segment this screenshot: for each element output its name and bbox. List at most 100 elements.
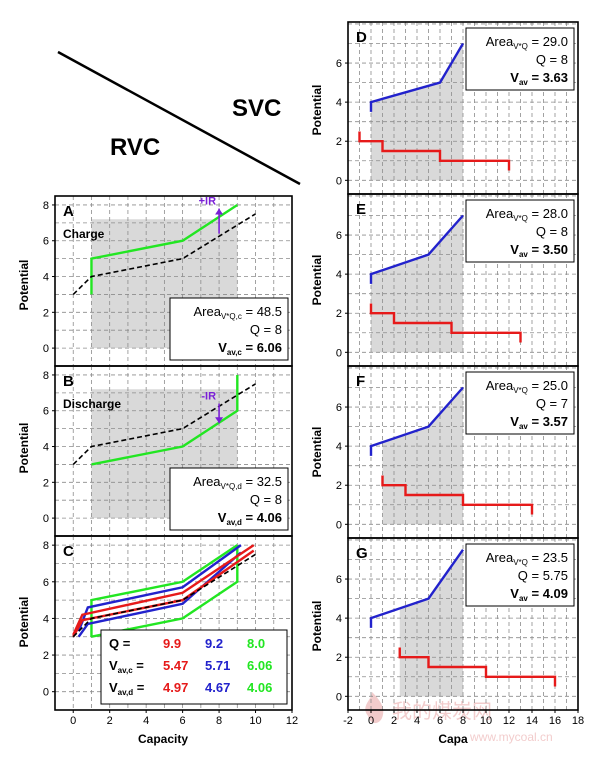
table-cell: 8.0 (247, 636, 265, 651)
x-tick-label: 12 (286, 715, 298, 727)
x-tick-label: 8 (460, 715, 466, 727)
x-tick-label: 18 (572, 715, 584, 727)
y-tick-label: 4 (336, 613, 342, 625)
y-tick-label: 4 (336, 97, 342, 109)
x-tick-label: 10 (249, 715, 261, 727)
panel-a: 0 2 4 6 8 A Charge +IR AreaV*Q,c = 48.5Q = 8 Vav,… (43, 195, 293, 367)
x-tick-label: 0 (70, 715, 76, 727)
x-tick-label: 0 (368, 715, 374, 727)
panel-letter-d: D (356, 29, 367, 46)
y-tick-label: 4 (43, 272, 49, 284)
series-red-line (398, 647, 557, 687)
series-blue-line (369, 42, 465, 112)
summary-table (100, 629, 288, 705)
x-tick-label: 2 (107, 715, 113, 727)
shade-region (399, 549, 463, 697)
y-tick-label: 6 (336, 574, 342, 586)
vav-label: Vav = 3.57 (510, 414, 568, 431)
x-tick-label: 6 (437, 715, 443, 727)
table-cell: 9.9 (163, 636, 181, 651)
x-tick-label: 16 (549, 715, 561, 727)
series-green-line (91, 374, 239, 466)
table-cell: 6.06 (247, 658, 272, 673)
panel-b: 0 2 4 6 8 B Discharge -IR AreaV*Q,d = 32.5Q = 8 V… (43, 365, 293, 537)
watermark-url: www.mycoal.cn (469, 730, 553, 744)
vav-label: Vav = 3.50 (510, 242, 568, 259)
y-tick-label: 2 (336, 308, 342, 320)
ir-arrowhead-icon (215, 208, 224, 215)
series-blue-line (369, 549, 464, 628)
y-tick-label: 2 (336, 652, 342, 664)
y-tick-label: 2 (43, 650, 49, 662)
y-tick-label: 0 (43, 687, 49, 699)
area-label: AreaV*Q = 28.0 (486, 206, 568, 223)
y-tick-label: 6 (336, 58, 342, 70)
ir-label: -IR (201, 391, 216, 403)
y-tick-label: 2 (43, 477, 49, 489)
y-tick-label: 2 (336, 480, 342, 492)
x-tick-label: 12 (503, 715, 515, 727)
vav-label: Vav = 4.09 (510, 586, 568, 603)
panel-c: 0 2 4 6 8 C Q = Vav,c = Vav,d = 9.9 5.47 4.97 9.2 5.7… (43, 535, 293, 711)
area-label: AreaV*Q,c = 48.5 (194, 304, 283, 321)
series-black-line (72, 553, 256, 638)
y-tick-label: 2 (43, 307, 49, 319)
panel-letter-a: A (63, 203, 74, 220)
info-box (169, 297, 289, 361)
table-cell: 9.2 (205, 636, 223, 651)
q-label: Q = 8 (250, 322, 282, 337)
panel-letter-c: C (63, 543, 74, 560)
series-blue-line (369, 386, 464, 456)
x-tick-label: 14 (526, 715, 538, 727)
y-tick-label: 6 (43, 236, 49, 248)
vav-label: Vav,c = 6.06 (218, 340, 282, 357)
y-tick-label: 2 (336, 136, 342, 148)
q-label: Q = 8 (250, 492, 282, 507)
info-box (169, 467, 289, 531)
right-ylabel-e: Potential (310, 255, 324, 306)
series-black-line (72, 213, 256, 295)
x-tick-label: 6 (180, 715, 186, 727)
y-tick-label: 8 (43, 540, 49, 552)
x-tick-label: 2 (391, 715, 397, 727)
table-cell: 4.06 (247, 680, 272, 695)
y-tick-label: 0 (336, 347, 342, 359)
panel-e: 0 2 4 6 E AreaV*Q = 28.0Q = 8 Vav = 3.50 (336, 193, 579, 367)
y-tick-label: 0 (336, 175, 342, 187)
table-row-header: Vav,c = (109, 658, 144, 675)
info-box (465, 27, 575, 91)
x-tick-label: 10 (480, 715, 492, 727)
series-red-line (369, 303, 522, 343)
svc-label: SVC (232, 95, 281, 122)
info-box (465, 199, 575, 263)
shade-region (371, 43, 463, 181)
area-label: AreaV*Q = 29.0 (486, 34, 568, 51)
table-row-header: Vav,d = (109, 680, 145, 697)
panel-letter-e: E (356, 201, 366, 218)
ir-arrowhead-icon (215, 417, 224, 424)
panel-letter-f: F (356, 373, 365, 390)
x-tick-label: 4 (414, 715, 420, 727)
table-row-header: Q = (109, 636, 131, 651)
right-ylabel-g: Potential (310, 601, 324, 652)
y-tick-label: 8 (43, 200, 49, 212)
watermark-cn: 我的煤炭网 (392, 700, 492, 723)
panel-letter-g: G (356, 545, 368, 562)
rvc-label: RVC (110, 134, 160, 161)
panel-d: 0 2 4 6 D AreaV*Q = 29.0Q = 8 Vav = 3.63 (336, 21, 579, 195)
y-tick-label: 0 (43, 513, 49, 525)
series-blue-line (369, 214, 464, 284)
y-tick-label: 0 (43, 343, 49, 355)
table-cell: 5.47 (163, 658, 188, 673)
q-label: Q = 8 (536, 224, 568, 239)
series-red-line (381, 475, 534, 515)
header-diagonal (57, 50, 301, 186)
table-cell: 4.67 (205, 680, 230, 695)
area-label: AreaV*Q = 23.5 (486, 550, 568, 567)
y-tick-label: 0 (336, 519, 342, 531)
series-blue-line (77, 551, 242, 638)
panel-f: 0 2 4 6 F AreaV*Q = 25.0Q = 7 Vav = 3.57 (336, 365, 579, 539)
y-tick-label: 4 (336, 441, 342, 453)
